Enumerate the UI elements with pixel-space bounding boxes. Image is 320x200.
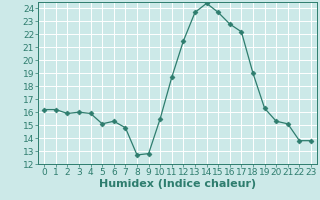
- X-axis label: Humidex (Indice chaleur): Humidex (Indice chaleur): [99, 179, 256, 189]
